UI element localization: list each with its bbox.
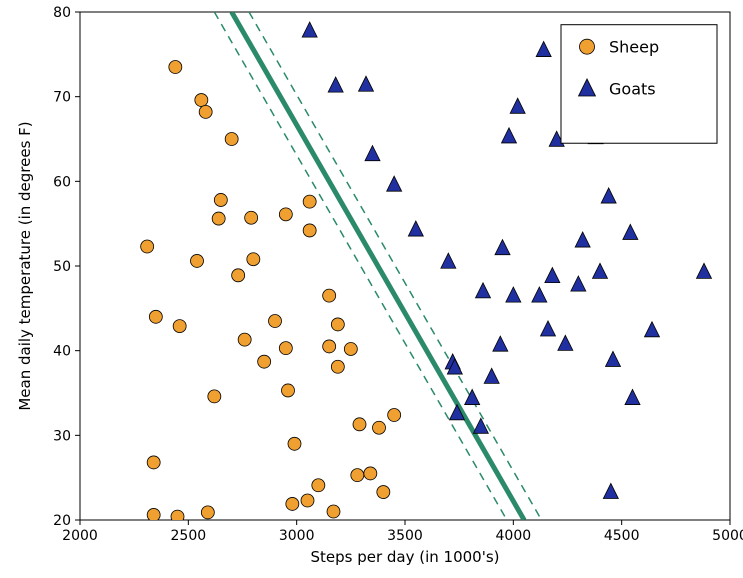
x-tick-label: 3500 (387, 528, 423, 544)
data-point (201, 506, 214, 519)
data-point (212, 212, 225, 225)
legend: Sheep Goats (561, 25, 717, 144)
data-point (191, 254, 204, 267)
data-point (353, 418, 366, 431)
data-point (141, 240, 154, 253)
data-point (171, 510, 184, 523)
data-point (331, 360, 344, 373)
data-point (258, 355, 271, 368)
legend-marker-sheep (580, 39, 595, 54)
data-point (303, 195, 316, 208)
data-point (169, 61, 182, 74)
data-point (199, 105, 212, 118)
x-tick-label: 4500 (604, 528, 640, 544)
data-point (149, 310, 162, 323)
data-point (232, 269, 245, 282)
data-point (208, 390, 221, 403)
data-point (288, 437, 301, 450)
data-point (269, 315, 282, 328)
data-point (147, 508, 160, 521)
data-point (245, 211, 258, 224)
y-tick-label: 60 (53, 174, 71, 190)
data-point (279, 342, 292, 355)
data-point (344, 342, 357, 355)
data-point (388, 409, 401, 422)
data-point (351, 469, 364, 482)
data-point (238, 333, 251, 346)
y-tick-label: 30 (53, 428, 71, 444)
data-point (195, 94, 208, 107)
data-point (323, 340, 336, 353)
y-tick-label: 50 (53, 259, 71, 275)
data-point (214, 193, 227, 206)
data-point (373, 421, 386, 434)
data-point (225, 133, 238, 146)
y-axis-label: Mean daily temperature (in degrees F) (16, 121, 34, 410)
x-axis-label: Steps per day (in 1000's) (310, 548, 499, 566)
y-tick-label: 20 (53, 513, 71, 529)
data-point (147, 456, 160, 469)
data-point (286, 497, 299, 510)
x-tick-label: 2000 (62, 528, 98, 544)
data-point (279, 208, 292, 221)
x-tick-label: 5000 (712, 528, 743, 544)
data-point (323, 289, 336, 302)
data-point (247, 253, 260, 266)
y-tick-label: 70 (53, 90, 71, 106)
data-point (364, 467, 377, 480)
y-tick-label: 40 (53, 344, 71, 360)
data-point (282, 384, 295, 397)
data-point (377, 486, 390, 499)
data-point (301, 494, 314, 507)
x-tick-label: 4000 (496, 528, 532, 544)
x-tick-label: 3000 (279, 528, 315, 544)
data-point (331, 318, 344, 331)
x-tick-label: 2500 (171, 528, 207, 544)
data-point (327, 505, 340, 518)
data-point (173, 320, 186, 333)
legend-label: Goats (609, 80, 656, 99)
y-tick-label: 80 (53, 5, 71, 21)
scatter-chart: 2000 2500 3000 3500 4000 4500 5000 20 30 40 50 60 70… (0, 0, 743, 578)
data-point (312, 479, 325, 492)
chart-container: 2000 2500 3000 3500 4000 4500 5000 20 30 40 50 60 70… (0, 0, 743, 578)
legend-label: Sheep (609, 38, 659, 57)
data-point (303, 224, 316, 237)
